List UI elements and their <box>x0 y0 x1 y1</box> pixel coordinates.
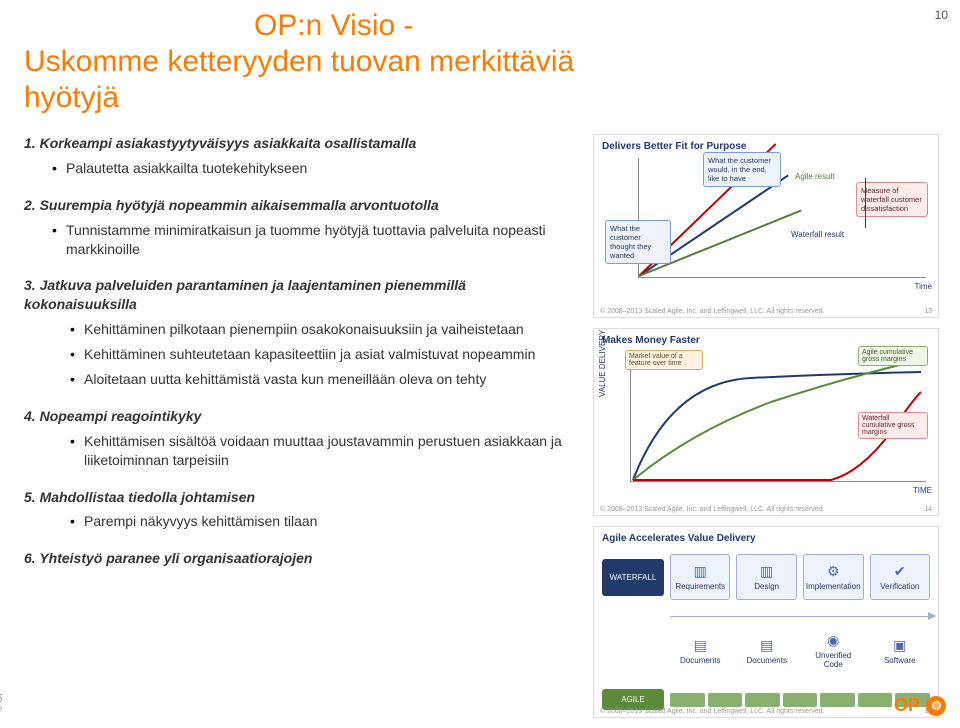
package-icon: ▣ <box>872 637 929 654</box>
thumb3-output-lane: ▤Documents ▤Documents ◉Unverified Code ▣… <box>602 624 930 677</box>
thumb3-wf-label: WATERFALL <box>602 559 664 596</box>
point-3-sub-3: Aloitetaan uutta kehittämistä vasta kun … <box>70 370 579 389</box>
point-4-sub: Kehittämisen sisältöä voidaan muuttaa jo… <box>24 426 579 478</box>
thumb2-src: © 2008–2013 Scaled Agile, Inc. and Leffi… <box>600 506 825 513</box>
content-area: Korkeampi asiakastyytyväisyys asiakkaita… <box>0 116 960 728</box>
thumb3-waterfall-lane: WATERFALL ▥Requirements ▥Design ⚙Impleme… <box>602 554 930 600</box>
thumb3-out-docs2: ▤Documents <box>737 629 798 673</box>
doc-icon: ▤ <box>739 637 796 654</box>
thumb3-stage-verif: ✔Verification <box>870 554 930 600</box>
title-line-2: Uskomme ketteryyden tuovan merkittäviä h… <box>24 44 620 116</box>
doc-icon: ▥ <box>673 563 727 580</box>
thumb2-ylabel: VALUE DELIVERY <box>598 330 607 397</box>
thumb2-cap-tl: Market value of a feature over time <box>625 350 703 370</box>
point-5-heading: Mahdollistaa tiedolla johtamisen <box>40 489 255 505</box>
point-2: Suurempia hyötyjä nopeammin aikaisemmall… <box>24 196 579 267</box>
check-icon: ✔ <box>873 563 927 580</box>
op-logo: OP <box>894 695 946 716</box>
point-4: Nopeampi reagointikyky Kehittämisen sisä… <box>24 407 579 478</box>
doc-icon: ▥ <box>739 563 793 580</box>
point-5-sub: Parempi näkyvyys kehittämisen tilaan <box>24 506 579 539</box>
doc-icon: ▤ <box>672 637 729 654</box>
thumb1-src: © 2008–2013 Scaled Agile, Inc. and Leffi… <box>600 308 825 315</box>
slide-title: OP:n Visio - Uskomme ketteryyden tuovan … <box>0 0 620 116</box>
thumb2-title: Makes Money Faster <box>602 335 930 346</box>
point-3: Jatkuva palveluiden parantaminen ja laaj… <box>24 276 579 396</box>
thumb1-num: 13 <box>924 308 932 315</box>
point-2-sub-1: Tunnistamme minimiratkaisun ja tuomme hy… <box>52 221 579 259</box>
thumb-makes-money: Makes Money Faster VALUE DELIVERY Market… <box>593 328 939 516</box>
point-3-sub: Kehittäminen pilkotaan pienempiin osakok… <box>24 314 579 397</box>
thumb2-num: 14 <box>924 506 932 513</box>
main-list: Korkeampi asiakastyytyväisyys asiakkaita… <box>24 134 579 568</box>
thumbnails-column: Delivers Better Fit for Purpose What the… <box>593 134 943 728</box>
point-3-sub-2: Kehittäminen suhteutetaan kapasiteettiin… <box>70 345 579 364</box>
thumb2-chart: Market value of a feature over time Agil… <box>630 352 926 482</box>
gear-icon: ⚙ <box>806 563 861 580</box>
thumb1-callout-tr: What the customer would, in the end, lik… <box>703 152 781 187</box>
point-6-heading: Yhteistyö paranee yli organisaatiorajoje… <box>39 550 312 566</box>
point-2-sub: Tunnistamme minimiratkaisun ja tuomme hy… <box>24 215 579 267</box>
point-1-sub-1: Palautetta asiakkailta tuotekehitykseen <box>52 159 579 178</box>
thumb1-agile-label: Agile result <box>795 172 835 181</box>
point-3-sub-1: Kehittäminen pilkotaan pienempiin osakok… <box>70 320 579 339</box>
copyright: © OP <box>0 690 4 712</box>
thumb3-agile-lane: AGILE <box>602 689 930 710</box>
disk-icon: ◉ <box>805 632 862 649</box>
point-4-sub-1: Kehittämisen sisältöä voidaan muuttaa jo… <box>70 432 579 470</box>
op-logo-text: OP <box>894 695 920 716</box>
thumb3-stage-impl: ⚙Implementation <box>803 554 864 600</box>
point-2-heading: Suurempia hyötyjä nopeammin aikaisemmall… <box>40 197 439 213</box>
op-logo-icon <box>926 696 946 716</box>
thumb2-cap-r: Waterfall cumulative gross margins <box>858 412 928 439</box>
thumb2-xlabel: TIME <box>913 486 932 495</box>
thumb3-title: Agile Accelerates Value Delivery <box>602 533 930 544</box>
thumb3-stage-req: ▥Requirements <box>670 554 730 600</box>
point-4-heading: Nopeampi reagointikyky <box>40 408 202 424</box>
thumb3-out-docs1: ▤Documents <box>670 629 731 673</box>
point-3-heading: Jatkuva palveluiden parantaminen ja laaj… <box>24 277 466 312</box>
page-number: 10 <box>935 8 948 22</box>
thumb2-cap-tr: Agile cumulative gross margins <box>858 346 928 366</box>
thumb3-out-code: ◉Unverified Code <box>803 624 864 677</box>
thumb3-out-sw: ▣Software <box>870 629 931 673</box>
thumb1-wf-label: Waterfall result <box>791 230 844 239</box>
point-5: Mahdollistaa tiedolla johtamisen Parempi… <box>24 488 579 540</box>
point-1-heading: Korkeampi asiakastyytyväisyys asiakkaita… <box>40 135 417 151</box>
thumb3-axis-wf <box>670 616 930 630</box>
point-1: Korkeampi asiakastyytyväisyys asiakkaita… <box>24 134 579 186</box>
thumb-fit-for-purpose: Delivers Better Fit for Purpose What the… <box>593 134 939 318</box>
title-line-1: OP:n Visio - <box>24 8 620 44</box>
bullet-column: Korkeampi asiakastyytyväisyys asiakkaita… <box>24 134 579 728</box>
thumb3-agile-label: AGILE <box>602 689 664 710</box>
thumb3-src: © 2008–2013 Scaled Agile, Inc. and Leffi… <box>600 708 825 715</box>
point-5-sub-1: Parempi näkyvyys kehittämisen tilaan <box>70 512 579 531</box>
thumb1-xlabel: Time <box>915 282 932 291</box>
point-1-sub: Palautetta asiakkailta tuotekehitykseen <box>24 153 579 186</box>
thumb3-stage-design: ▥Design <box>736 554 796 600</box>
thumb-accelerates-value: Agile Accelerates Value Delivery WATERFA… <box>593 526 939 718</box>
point-6: Yhteistyö paranee yli organisaatiorajoje… <box>24 549 579 568</box>
thumb1-callout-tl: What the customer thought they wanted <box>605 220 671 264</box>
thumb1-chart: What the customer thought they wanted Wh… <box>638 158 926 278</box>
thumb1-callout-r: Measure of waterfall customer dissatisfa… <box>856 182 928 217</box>
